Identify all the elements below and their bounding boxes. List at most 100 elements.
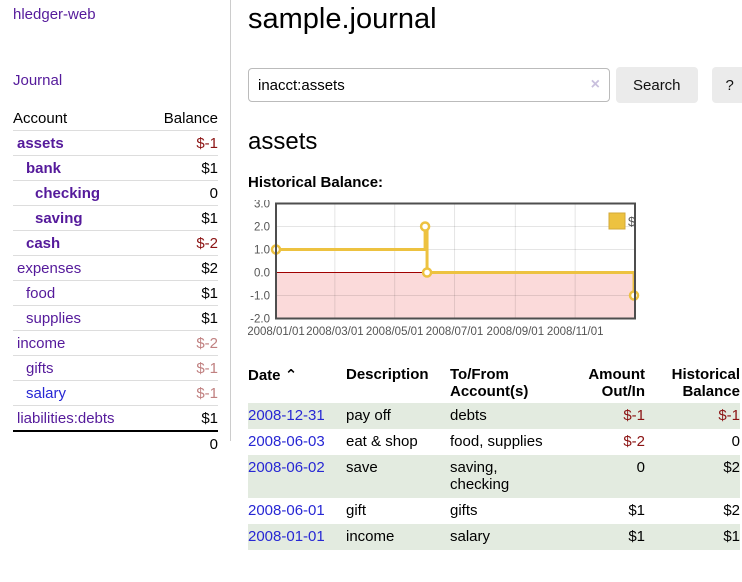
account-balance: $1	[146, 205, 218, 231]
account-heading: assets	[248, 128, 318, 155]
sidebar-item-bank[interactable]: bank	[26, 159, 62, 177]
register-col-amount: Amount Out/In	[588, 366, 645, 400]
account-balance: $-1	[146, 130, 218, 156]
register-col-date[interactable]: Date ⌃	[248, 367, 298, 384]
accounts-table: Account Balance assets $-1 bank $1 checking 0…	[13, 106, 218, 456]
chart-title: Historical Balance:	[248, 174, 384, 191]
transaction-date-link[interactable]: 2008-06-03	[248, 433, 325, 450]
transaction-date-link[interactable]: 2008-12-31	[248, 407, 325, 424]
register-row: 2008-06-02 save saving, checking 0 $2	[248, 455, 740, 498]
account-row: bank $1	[13, 155, 218, 181]
account-balance: $-1	[146, 380, 218, 406]
account-row: expenses $2	[13, 255, 218, 281]
account-balance: 0	[146, 180, 218, 206]
sort-asc-icon: ⌃	[284, 367, 298, 384]
register-row: 2008-06-03 eat & shop food, supplies $-2 0	[248, 429, 740, 455]
negative-region	[276, 272, 635, 319]
account-balance: $1	[146, 305, 218, 331]
account-row: income $-2	[13, 330, 218, 356]
transaction-description: income	[346, 524, 450, 550]
transaction-accounts: saving, checking	[450, 455, 560, 498]
transaction-date-link[interactable]: 2008-01-01	[248, 528, 325, 545]
transaction-amount: $1	[560, 524, 645, 550]
x-tick-label: 2008/01/01	[248, 326, 305, 338]
account-row: liabilities:debts $1	[13, 405, 218, 431]
sidebar-item-salary[interactable]: salary	[26, 384, 67, 402]
accounts-col-account: Account	[13, 109, 68, 127]
register-row: 2008-12-31 pay off debts $-1 $-1	[248, 403, 740, 429]
transaction-description: eat & shop	[346, 433, 418, 450]
historical-balance-chart: $3.0 2.0 1.0 0.0 -1.0 -2.0 2008/01/01 2008/03/0…	[247, 199, 650, 342]
transaction-accounts: food, supplies	[450, 433, 543, 450]
legend-swatch	[608, 212, 626, 230]
x-tick-label: 2008/05/01	[366, 326, 424, 338]
legend-label: $	[628, 214, 636, 229]
search-form: × Search ?	[248, 67, 742, 103]
account-row: saving $1	[13, 205, 218, 231]
transaction-accounts: gifts	[450, 502, 478, 519]
sidebar-item-checking[interactable]: checking	[35, 184, 101, 202]
search-button[interactable]: Search	[616, 67, 698, 103]
page-title: sample.journal	[248, 3, 437, 35]
search-input[interactable]	[248, 68, 610, 102]
transaction-description: pay off	[346, 403, 450, 429]
register-col-balance: Historical Balance	[671, 366, 740, 400]
plot-border	[275, 202, 636, 320]
transaction-accounts: salary	[450, 524, 560, 550]
account-row: salary $-1	[13, 380, 218, 406]
account-row: gifts $-1	[13, 355, 218, 381]
account-row: checking 0	[13, 180, 218, 206]
data-point	[421, 267, 433, 278]
transaction-balance: $-1	[645, 403, 740, 429]
sidebar-item-income[interactable]: income	[17, 334, 66, 352]
account-balance: $-2	[146, 230, 218, 256]
sidebar-item-assets[interactable]: assets	[17, 134, 64, 152]
transaction-balance: $1	[645, 524, 740, 550]
transaction-amount: 0	[560, 455, 645, 498]
account-row: cash $-2	[13, 230, 218, 256]
transaction-balance: $2	[645, 455, 740, 498]
transaction-balance: $2	[723, 502, 740, 519]
main-content: sample.journal × Search ? assets Histori…	[247, 0, 742, 550]
transaction-balance: 0	[731, 433, 740, 450]
account-balance: $1	[146, 155, 218, 181]
sidebar-item-food[interactable]: food	[26, 284, 56, 302]
y-tick-label: 3.0	[254, 200, 270, 211]
register-row: 2008-06-01 gift gifts $1 $2	[248, 498, 740, 524]
sidebar-item-liabilities-debts[interactable]: liabilities:debts	[17, 409, 115, 427]
account-balance: $-1	[146, 355, 218, 381]
transaction-date-link[interactable]: 2008-06-02	[248, 459, 325, 476]
y-tick-label: 0.0	[254, 268, 270, 280]
sidebar-item-cash[interactable]: cash	[26, 234, 61, 252]
x-tick-label: 2008/07/01	[426, 326, 484, 338]
account-balance: $1	[146, 405, 218, 431]
clear-search-icon[interactable]: ×	[590, 76, 600, 93]
transaction-accounts: debts	[450, 403, 560, 429]
account-row: assets $-1	[13, 130, 218, 156]
account-balance: $1	[146, 280, 218, 306]
y-tick-label: -2.0	[250, 314, 270, 326]
x-tick-label: 2008/11/01	[547, 326, 604, 338]
sidebar-item-supplies[interactable]: supplies	[26, 309, 82, 327]
transaction-amount: $-2	[623, 433, 645, 450]
y-tick-label: 1.0	[254, 245, 270, 257]
transaction-amount: $1	[628, 502, 645, 519]
y-tick-label: -1.0	[250, 291, 270, 303]
transaction-date-link[interactable]: 2008-06-01	[248, 502, 325, 519]
sidebar-item-expenses[interactable]: expenses	[17, 259, 82, 277]
transaction-description: save	[346, 455, 450, 498]
accounts-col-balance: Balance	[163, 109, 218, 127]
sidebar-item-journal[interactable]: Journal	[13, 72, 63, 89]
account-balance: $2	[146, 255, 218, 281]
register-col-description: Description	[346, 366, 429, 383]
y-tick-label: 2.0	[254, 222, 270, 234]
sidebar-item-saving[interactable]: saving	[35, 209, 83, 227]
help-button[interactable]: ?	[711, 67, 742, 103]
transaction-amount: $-1	[560, 403, 645, 429]
account-row: food $1	[13, 280, 218, 306]
register-row: 2008-01-01 income salary $1 $1	[248, 524, 740, 550]
account-balance: $-2	[146, 330, 218, 356]
sidebar-item-gifts[interactable]: gifts	[26, 359, 54, 377]
transaction-description: gift	[346, 502, 367, 519]
app-brand-link[interactable]: hledger-web	[13, 6, 96, 23]
